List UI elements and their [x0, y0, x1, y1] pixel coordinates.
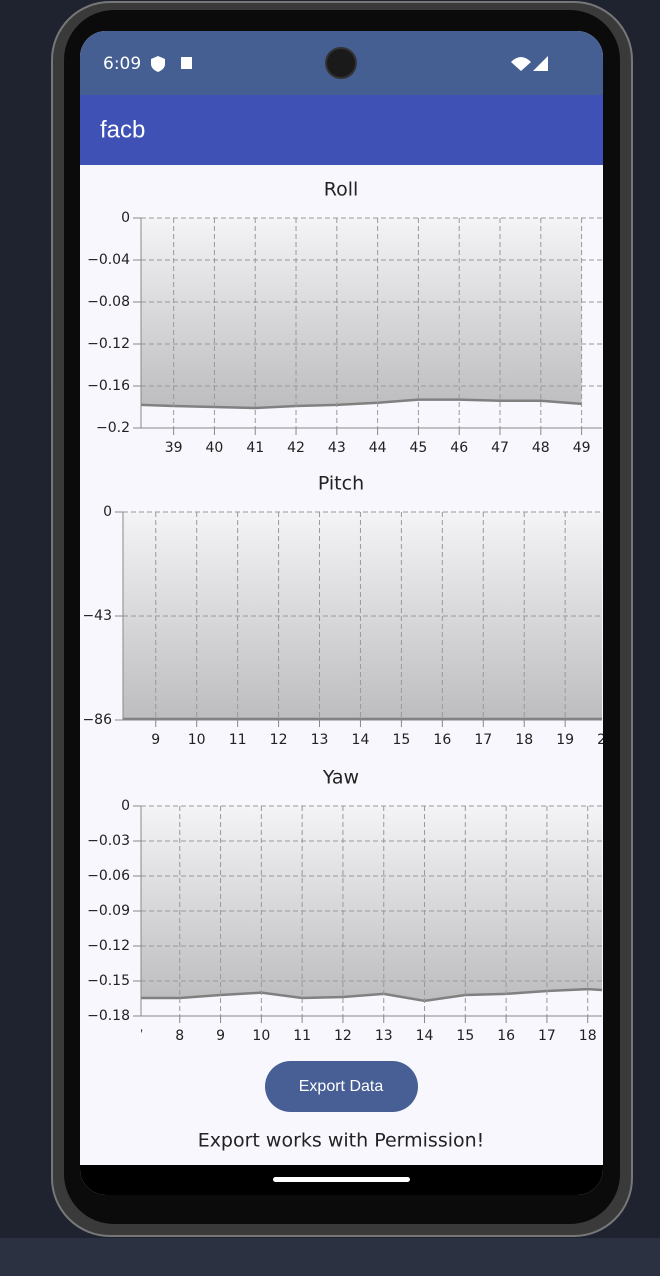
y-tick-label: −0.04 — [87, 252, 130, 268]
y-tick-label: −0.12 — [87, 336, 130, 352]
x-tick-label: 44 — [369, 440, 387, 456]
x-tick-label: 7 — [134, 1028, 143, 1044]
x-tick-label: 47 — [491, 440, 509, 456]
area-fill — [141, 218, 582, 409]
x-tick-label: 10 — [252, 1028, 270, 1044]
y-tick-label: −0.12 — [87, 938, 130, 954]
y-tick-label: −0.2 — [96, 420, 130, 436]
y-tick-label: −0.03 — [87, 833, 130, 849]
y-tick-label: 0 — [121, 210, 130, 226]
x-tick-label: 20 — [597, 732, 615, 748]
clock: 6:09 — [103, 54, 141, 74]
x-tick-label: 48 — [532, 440, 550, 456]
y-tick-label: −0.16 — [87, 378, 130, 394]
a-icon — [181, 57, 192, 69]
x-tick-label: 43 — [328, 440, 346, 456]
x-tick-label: 11 — [293, 1028, 311, 1044]
x-tick-label: 13 — [375, 1028, 393, 1044]
x-tick-label: 11 — [229, 732, 247, 748]
y-tick-label: 0 — [103, 504, 112, 520]
export-button[interactable] — [265, 1061, 418, 1112]
x-tick-label: 39 — [165, 440, 183, 456]
camera — [325, 47, 357, 79]
x-tick-label: 12 — [334, 1028, 352, 1044]
x-tick-label: 15 — [456, 1028, 474, 1044]
wifi-icon — [511, 57, 531, 71]
y-tick-label: 0 — [121, 798, 130, 814]
y-tick-label: −0.06 — [87, 868, 130, 884]
x-tick-label: 17 — [474, 732, 492, 748]
shield-icon — [151, 56, 165, 72]
home-pill[interactable] — [273, 1177, 410, 1182]
x-tick-label: 16 — [497, 1028, 515, 1044]
app-title: facb — [100, 116, 145, 143]
chart-title: Roll — [324, 179, 359, 201]
y-tick-label: −0.09 — [87, 903, 130, 919]
x-tick-label: 15 — [392, 732, 410, 748]
x-tick-label: 18 — [515, 732, 533, 748]
area-fill — [123, 512, 602, 720]
chart: 9 10 11 12 13 14 15 16 17 18 19 20 — [123, 511, 615, 748]
y-tick-label: −0.18 — [87, 1008, 130, 1024]
y-tick-label: −43 — [82, 608, 112, 624]
x-tick-label: 12 — [270, 732, 288, 748]
x-tick-label: 45 — [410, 440, 428, 456]
signal-icon — [533, 56, 548, 71]
chart-title: Pitch — [318, 473, 364, 495]
x-tick-label: 46 — [450, 440, 468, 456]
x-tick-label: 14 — [416, 1028, 434, 1044]
chart-title: Yaw — [322, 767, 359, 789]
x-tick-label: 19 — [556, 732, 574, 748]
app-bar — [80, 95, 603, 165]
x-tick-label: 10 — [188, 732, 206, 748]
x-tick-label: 9 — [216, 1028, 225, 1044]
x-tick-label: 42 — [287, 440, 305, 456]
taskbar — [0, 1238, 660, 1276]
y-tick-label: −0.15 — [87, 973, 130, 989]
y-tick-label: −86 — [82, 712, 112, 728]
x-tick-label: 8 — [175, 1028, 184, 1044]
x-tick-label: 9 — [151, 732, 160, 748]
chart: 7 8 9 10 11 12 13 14 15 16 17 18 — [134, 805, 603, 1044]
status-message: Export works with Permission! — [198, 1130, 485, 1152]
x-tick-label: 17 — [538, 1028, 556, 1044]
x-tick-label: 41 — [246, 440, 264, 456]
x-tick-label: 13 — [311, 732, 329, 748]
area-fill — [141, 806, 602, 1001]
x-tick-label: 14 — [352, 732, 370, 748]
x-tick-label: 49 — [573, 440, 591, 456]
x-tick-label: 38 — [124, 440, 142, 456]
x-tick-label: 18 — [579, 1028, 597, 1044]
x-tick-label: 40 — [206, 440, 224, 456]
y-tick-label: −0.08 — [87, 294, 130, 310]
data-line — [141, 398, 582, 410]
x-tick-label: 16 — [433, 732, 451, 748]
export-button-label[interactable]: Export Data — [299, 1078, 384, 1095]
